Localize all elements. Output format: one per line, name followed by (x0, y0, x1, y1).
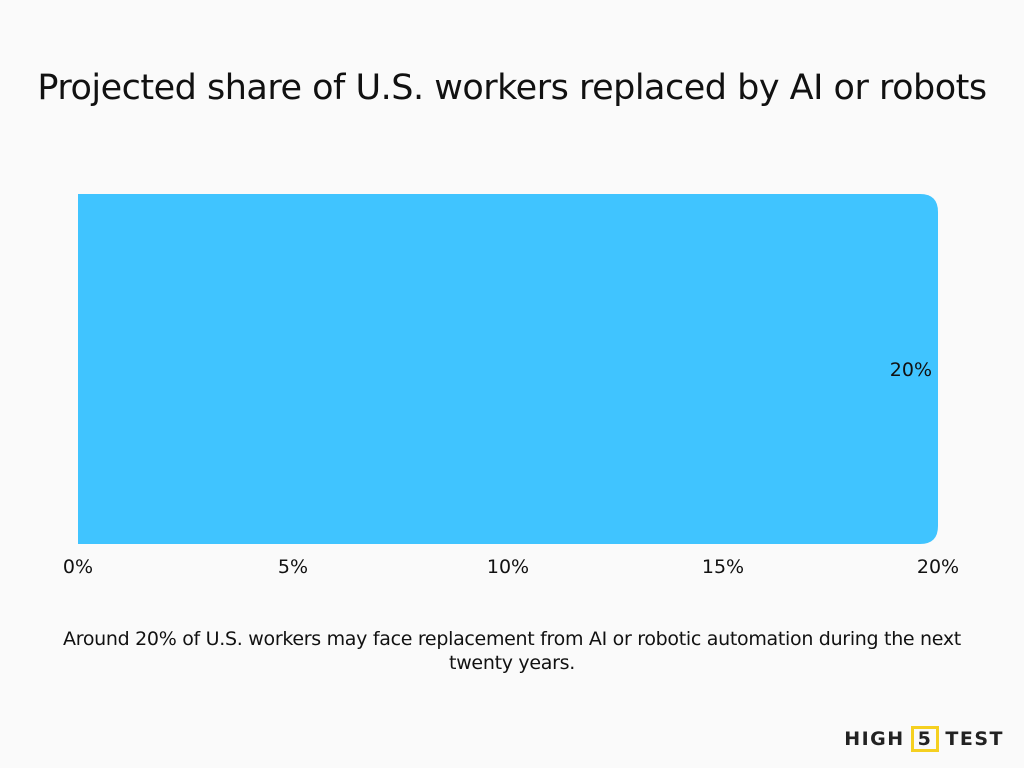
x-tick-label: 5% (278, 556, 308, 578)
x-tick-label: 15% (702, 556, 744, 578)
x-tick-label: 0% (63, 556, 93, 578)
data-label: 20% (890, 359, 932, 381)
logo-five: 5 (910, 726, 940, 752)
bar-chart: 20% 0% 5% 10% 15% 20% (63, 194, 959, 578)
chart-caption: Around 20% of U.S. workers may face repl… (63, 628, 961, 674)
bar (78, 194, 938, 544)
logo-text-right: TEST (945, 728, 1004, 750)
x-tick-label: 20% (917, 556, 959, 578)
brand-logo: HIGH 5 TEST (844, 726, 1004, 752)
chart-title: Projected share of U.S. workers replaced… (37, 68, 987, 108)
logo-text-left: HIGH (844, 728, 905, 750)
x-tick-label: 10% (487, 556, 529, 578)
